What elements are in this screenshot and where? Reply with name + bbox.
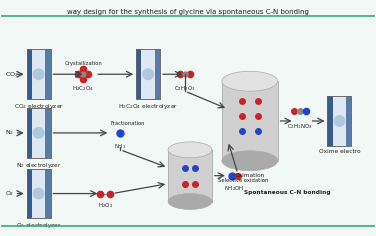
Bar — [27, 49, 50, 99]
Text: O$_2$ electrolyzer: O$_2$ electrolyzer — [15, 221, 62, 230]
Text: H$_2$O$_2$: H$_2$O$_2$ — [98, 202, 113, 211]
Text: CO$_2$ electrolyzer: CO$_2$ electrolyzer — [14, 102, 64, 111]
Ellipse shape — [222, 151, 277, 171]
Circle shape — [33, 128, 44, 138]
Text: O$_2$: O$_2$ — [5, 189, 14, 198]
Bar — [327, 96, 352, 146]
Bar — [27, 108, 50, 158]
Text: Selective oxidation: Selective oxidation — [218, 178, 268, 183]
Text: Spontaneous C-N bonding: Spontaneous C-N bonding — [244, 190, 331, 194]
Text: Oximation: Oximation — [235, 173, 265, 178]
Text: N$_2$: N$_2$ — [5, 128, 14, 137]
Bar — [27, 169, 32, 218]
Ellipse shape — [168, 194, 212, 210]
Bar — [136, 49, 160, 99]
Bar — [45, 108, 50, 158]
Bar — [327, 96, 352, 146]
Circle shape — [33, 188, 44, 199]
Text: NH$_3$: NH$_3$ — [114, 142, 126, 151]
Circle shape — [33, 69, 44, 80]
Text: H$_2$C$_2$O$_4$: H$_2$C$_2$O$_4$ — [73, 84, 94, 93]
Text: Crystallization: Crystallization — [65, 61, 102, 66]
Bar — [27, 49, 32, 99]
Text: H$_2$C$_2$O$_4$ electrolyzer: H$_2$C$_2$O$_4$ electrolyzer — [118, 102, 178, 111]
Bar — [222, 81, 277, 161]
Bar — [27, 169, 50, 218]
Bar — [327, 96, 333, 146]
Bar — [27, 169, 50, 218]
Bar — [155, 49, 160, 99]
Bar — [27, 108, 32, 158]
Bar — [27, 49, 50, 99]
Bar — [45, 49, 50, 99]
Text: CO$_2$: CO$_2$ — [5, 70, 18, 79]
Ellipse shape — [222, 71, 277, 91]
Bar — [346, 96, 352, 146]
Ellipse shape — [168, 142, 212, 158]
Text: way design for the synthesis of glycine via spontaneous C-N bonding: way design for the synthesis of glycine … — [67, 9, 309, 15]
Bar — [136, 49, 141, 99]
Text: Fractionation: Fractionation — [110, 121, 145, 126]
Text: C$_2$H$_2$O$_3$: C$_2$H$_2$O$_3$ — [174, 84, 196, 93]
Bar — [136, 49, 160, 99]
Circle shape — [143, 69, 153, 80]
Text: Oxime electro: Oxime electro — [318, 149, 360, 154]
Text: C$_2$H$_1$NO$_3$: C$_2$H$_1$NO$_3$ — [287, 122, 312, 131]
Bar — [168, 150, 212, 202]
Text: NH$_2$OH: NH$_2$OH — [224, 184, 244, 193]
Circle shape — [334, 116, 345, 126]
Bar — [45, 169, 50, 218]
Bar — [27, 108, 50, 158]
Text: N$_2$ electrolyzer: N$_2$ electrolyzer — [16, 161, 61, 170]
